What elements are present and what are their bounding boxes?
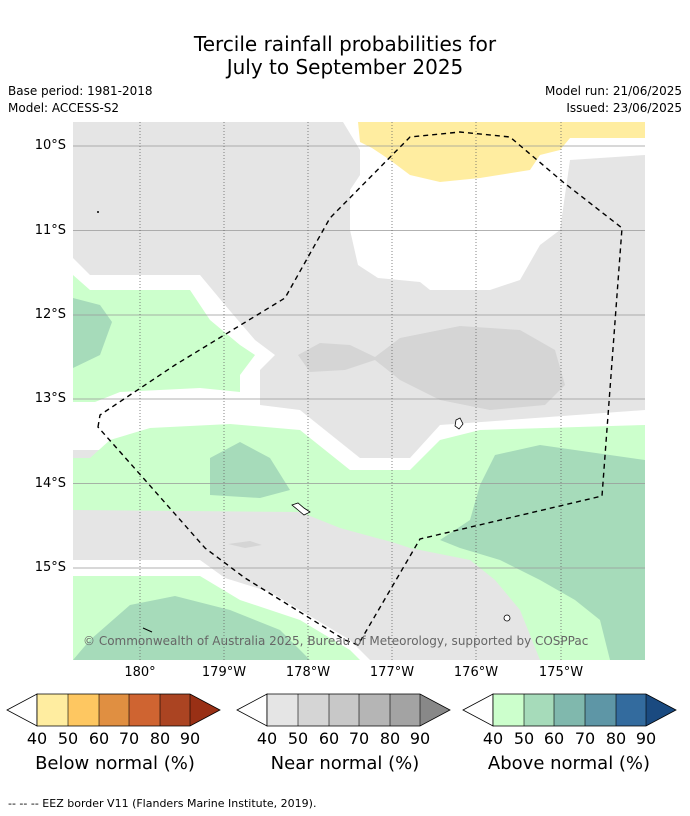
above-tick-80: 80 bbox=[605, 729, 627, 748]
eez-border bbox=[97, 131, 623, 646]
colorbar-above-label: Above normal (%) bbox=[487, 753, 651, 774]
above-normal-60-patch bbox=[210, 442, 290, 498]
above-normal-60-west bbox=[73, 298, 112, 368]
lon-label-179w: 179°W bbox=[201, 665, 247, 680]
near-tick-50: 50 bbox=[287, 729, 309, 748]
map-title-line2: July to September 2025 bbox=[226, 55, 464, 79]
above-normal-60-east bbox=[440, 445, 645, 660]
colorbar-below bbox=[6, 693, 221, 727]
near-tick-80: 80 bbox=[379, 729, 401, 748]
above-tick-90: 90 bbox=[635, 729, 657, 748]
eez-footnote: -- -- -- EEZ border V11 (Flanders Marine… bbox=[8, 797, 317, 810]
below-tick-70: 70 bbox=[118, 729, 140, 748]
above-tick-40: 40 bbox=[482, 729, 504, 748]
above-tick-60: 60 bbox=[543, 729, 565, 748]
colorbar-near bbox=[236, 693, 451, 727]
below-tick-50: 50 bbox=[57, 729, 79, 748]
lon-label-177w: 177°W bbox=[369, 665, 415, 680]
above-tick-50: 50 bbox=[513, 729, 535, 748]
below-tick-40: 40 bbox=[26, 729, 48, 748]
island-east bbox=[454, 417, 464, 430]
island-southwest bbox=[142, 627, 153, 633]
below-tick-60: 60 bbox=[88, 729, 110, 748]
base-period: Base period: 1981-2018 bbox=[8, 84, 153, 98]
below-tick-90: 90 bbox=[179, 729, 201, 748]
below-tick-80: 80 bbox=[149, 729, 171, 748]
lon-label-178w: 178°W bbox=[285, 665, 331, 680]
model-run: Model run: 21/06/2025 bbox=[544, 84, 682, 98]
issued-date: Issued: 23/06/2025 bbox=[566, 101, 682, 115]
near-tick-60: 60 bbox=[318, 729, 340, 748]
no-signal-band bbox=[73, 258, 645, 473]
above-tick-70: 70 bbox=[574, 729, 596, 748]
colorbar-below-label: Below normal (%) bbox=[35, 753, 195, 774]
below-normal-region bbox=[358, 122, 645, 182]
island-central bbox=[291, 502, 311, 516]
island-south bbox=[503, 614, 511, 622]
near-tick-40: 40 bbox=[256, 729, 278, 748]
lon-label-180: 180° bbox=[124, 665, 156, 680]
near-normal-small-patch bbox=[228, 541, 262, 548]
model-name: Model: ACCESS-S2 bbox=[8, 101, 120, 115]
lat-gridlines bbox=[73, 145, 645, 569]
lat-label-13s: 13°S bbox=[34, 391, 66, 406]
near-tick-90: 90 bbox=[409, 729, 431, 748]
lat-label-10s: 10°S bbox=[34, 138, 66, 153]
lat-label-11s: 11°S bbox=[34, 223, 66, 238]
near-normal-50-region bbox=[298, 326, 565, 410]
lat-label-15s: 15°S bbox=[34, 560, 66, 575]
map-area bbox=[73, 122, 645, 660]
lon-label-175w: 175°W bbox=[538, 665, 584, 680]
above-normal-region-west bbox=[73, 275, 255, 402]
colorbar-near-label: Near normal (%) bbox=[270, 753, 420, 774]
above-normal-60-southwest bbox=[73, 596, 310, 660]
lon-label-176w: 176°W bbox=[453, 665, 499, 680]
lat-label-14s: 14°S bbox=[34, 476, 66, 491]
near-tick-70: 70 bbox=[348, 729, 370, 748]
island-northwest bbox=[97, 211, 99, 213]
lat-label-12s: 12°S bbox=[34, 307, 66, 322]
colorbar-above bbox=[462, 693, 677, 727]
map-title-line1: Tercile rainfall probabilities for bbox=[193, 32, 497, 56]
copyright-notice: © Commonwealth of Australia 2025, Bureau… bbox=[83, 634, 589, 648]
